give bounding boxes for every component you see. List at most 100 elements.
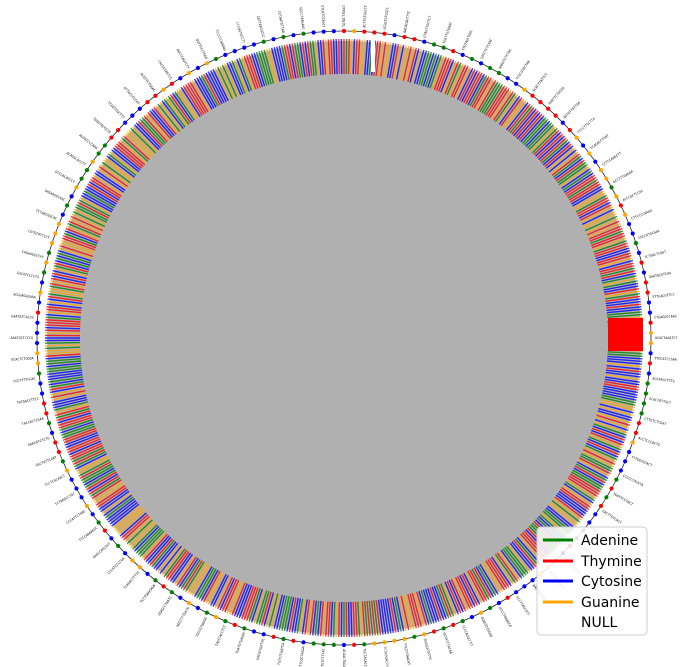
nucleotide-bar xyxy=(221,578,238,612)
kmer-label: TCTAAGCCTGT xyxy=(54,492,75,507)
nucleotide-bar xyxy=(107,499,137,523)
nucleotide-bar xyxy=(424,588,438,623)
nucleotide-dot xyxy=(488,65,493,71)
nucleotide-bar xyxy=(603,385,639,394)
nucleotide-bar xyxy=(366,40,371,76)
nucleotide-bar xyxy=(504,100,527,129)
nucleotide-dot xyxy=(137,106,142,111)
nucleotide-dot xyxy=(79,176,84,181)
nucleotide-dot xyxy=(186,600,192,606)
kmer-label: AACACAGTTTC xyxy=(403,11,411,34)
nucleotide-bar xyxy=(47,298,83,305)
nucleotide-bar xyxy=(45,329,81,332)
nucleotide-bar xyxy=(253,52,266,87)
nucleotide-bar xyxy=(155,542,179,571)
nucleotide-bar xyxy=(588,436,622,451)
nucleotide-bar xyxy=(429,587,443,621)
nucleotide-dot xyxy=(90,512,95,517)
nucleotide-bar xyxy=(498,95,521,125)
nucleotide-bar xyxy=(565,481,596,502)
nucleotide-dot xyxy=(581,143,586,148)
nucleotide-bar xyxy=(159,545,183,575)
nucleotide-dot xyxy=(593,159,598,164)
nucleotide-bar xyxy=(477,80,497,111)
nucleotide-bar xyxy=(55,407,90,419)
nucleotide-bar xyxy=(286,597,295,632)
nucleotide-bar xyxy=(418,51,430,86)
nucleotide-bar xyxy=(398,45,407,80)
nucleotide-bar xyxy=(422,589,435,624)
nucleotide-bar xyxy=(469,74,488,107)
nucleotide-bar xyxy=(607,355,643,360)
nucleotide-bar xyxy=(219,577,236,611)
nucleotide-dot xyxy=(204,61,209,66)
nucleotide-bar xyxy=(291,43,299,79)
nucleotide-dot xyxy=(242,626,247,631)
nucleotide-bar xyxy=(241,585,255,620)
nucleotide-bar xyxy=(176,89,197,120)
kmer-label: TCAGGCTTTTG xyxy=(123,571,141,591)
nucleotide-bar xyxy=(605,374,641,381)
nucleotide-bar xyxy=(260,50,272,85)
nucleotide-bar xyxy=(268,48,279,83)
nucleotide-bar xyxy=(265,592,277,627)
nucleotide-bar xyxy=(347,39,350,75)
nucleotide-dot xyxy=(195,65,200,71)
nucleotide-bar xyxy=(606,303,642,309)
nucleotide-bar xyxy=(553,498,582,521)
nucleotide-bar xyxy=(47,369,83,376)
nucleotide-dot xyxy=(35,320,40,325)
nucleotide-dot xyxy=(331,29,336,34)
nucleotide-bar xyxy=(467,73,485,106)
nucleotide-dot xyxy=(645,290,650,295)
nucleotide-dot xyxy=(56,221,62,227)
nucleotide-bar xyxy=(286,44,295,79)
nucleotide-bar xyxy=(319,601,324,637)
legend-label-guanine: Guanine xyxy=(581,595,640,611)
nucleotide-dot xyxy=(186,70,192,76)
nucleotide-bar xyxy=(411,49,423,84)
nucleotide-bar xyxy=(178,557,199,588)
nucleotide-bar xyxy=(260,591,272,626)
nucleotide-dot xyxy=(647,361,653,366)
nucleotide-bar xyxy=(492,91,514,121)
nucleotide-bar xyxy=(386,598,395,634)
nucleotide-bar xyxy=(64,230,98,245)
nucleotide-bar xyxy=(205,72,223,105)
nucleotide-dot xyxy=(362,642,367,647)
nucleotide-bar xyxy=(214,67,231,101)
nucleotide-bar xyxy=(273,47,284,82)
nucleotide-bar xyxy=(255,51,268,86)
nucleotide-bar xyxy=(224,63,240,97)
nucleotide-bar xyxy=(547,505,576,529)
nucleotide-bar xyxy=(335,39,338,75)
nucleotide-bar xyxy=(602,275,637,284)
nucleotide-dot xyxy=(301,31,306,36)
nucleotide-bar xyxy=(435,585,450,619)
nucleotide-dot xyxy=(639,411,644,416)
nucleotide-bar xyxy=(293,42,302,78)
nucleotide-bar xyxy=(50,280,85,289)
nucleotide-bar xyxy=(107,153,137,177)
nucleotide-dot xyxy=(469,56,475,62)
nucleotide-dot xyxy=(362,29,367,34)
nucleotide-bar xyxy=(514,538,539,566)
nucleotide-bar xyxy=(599,264,635,275)
nucleotide-bar xyxy=(109,151,138,175)
nucleotide-dot xyxy=(646,371,652,376)
nucleotide-bar xyxy=(67,438,101,454)
nucleotide-bar xyxy=(54,262,89,273)
nucleotide-bar xyxy=(427,54,440,88)
nucleotide-dot xyxy=(639,260,644,265)
nucleotide-bar xyxy=(579,203,612,221)
nucleotide-bar xyxy=(56,410,91,422)
nucleotide-bar xyxy=(400,595,410,631)
nucleotide-bar xyxy=(319,39,324,75)
kmer-label: GTTACCCCCAT xyxy=(123,86,141,106)
nucleotide-bar xyxy=(327,601,331,637)
nucleotide-bar xyxy=(61,239,95,253)
nucleotide-bar xyxy=(60,242,94,255)
nucleotide-dot xyxy=(46,421,52,426)
nucleotide-bar xyxy=(554,496,584,519)
nucleotide-bar xyxy=(594,421,628,434)
